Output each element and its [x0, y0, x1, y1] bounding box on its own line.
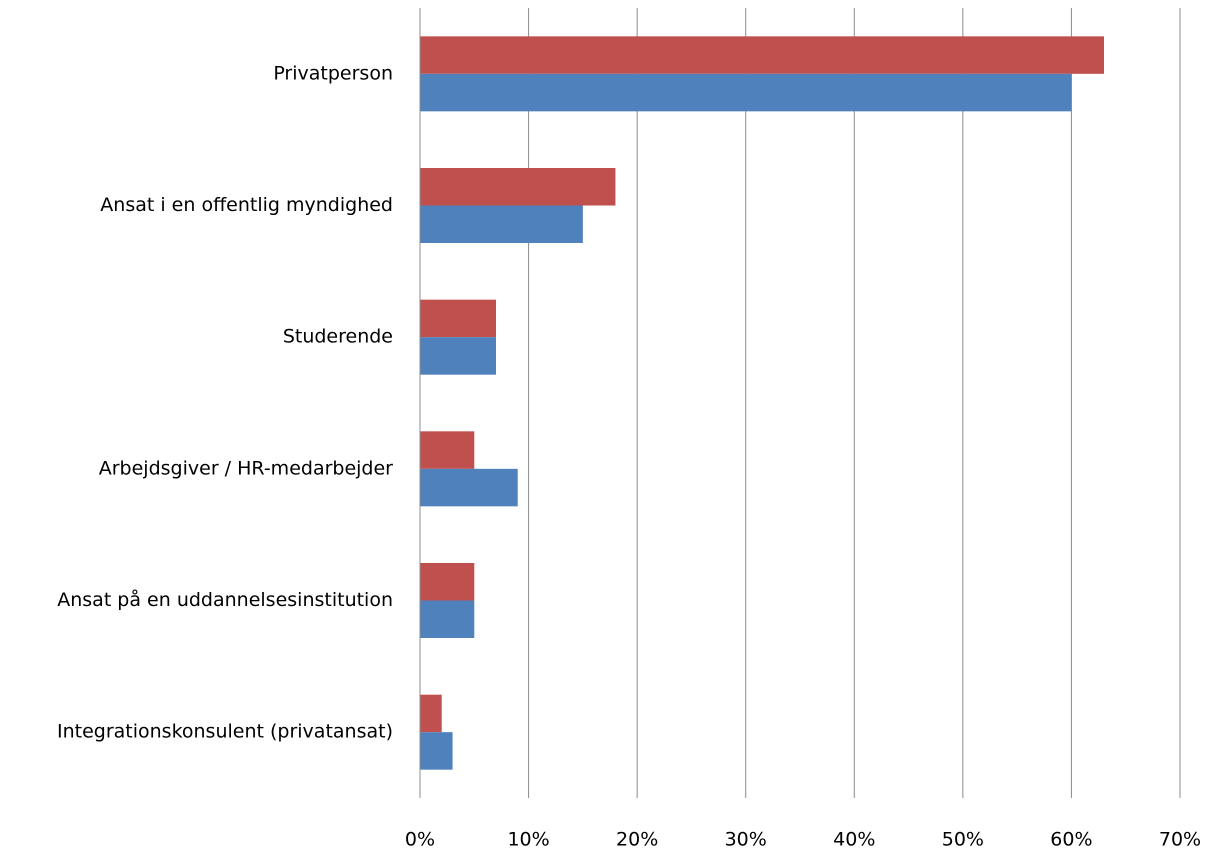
- bar: [420, 299, 496, 338]
- x-tick-label: 30%: [725, 829, 767, 851]
- bar: [420, 431, 475, 469]
- bar: [420, 694, 442, 733]
- x-tick-label: 50%: [942, 829, 984, 851]
- bar: [420, 732, 453, 770]
- x-tick-label: 20%: [616, 829, 658, 851]
- bar: [420, 168, 616, 206]
- bar: [420, 563, 475, 601]
- y-tick-label: Privatperson: [273, 62, 393, 84]
- x-tick-label: 10%: [507, 829, 549, 851]
- bar: [420, 337, 496, 375]
- x-tick-label: 70%: [1159, 829, 1201, 851]
- bar: [420, 36, 1104, 74]
- x-tick-label: 60%: [1050, 829, 1092, 851]
- y-tick-label: Ansat på en uddannelsesinstitution: [57, 588, 393, 611]
- x-tick-label: 40%: [833, 829, 875, 851]
- x-tick-label: 0%: [405, 829, 435, 851]
- bar: [420, 600, 475, 638]
- bar: [420, 205, 583, 243]
- bar: [420, 468, 518, 507]
- y-tick-label: Arbejdsgiver / HR-medarbejder: [99, 457, 393, 479]
- y-tick-label: Ansat i en offentlig myndighed: [100, 194, 393, 216]
- bar: [420, 73, 1072, 112]
- y-tick-label: Studerende: [283, 326, 393, 348]
- y-tick-label: Integrationskonsulent (privatansat): [57, 721, 393, 743]
